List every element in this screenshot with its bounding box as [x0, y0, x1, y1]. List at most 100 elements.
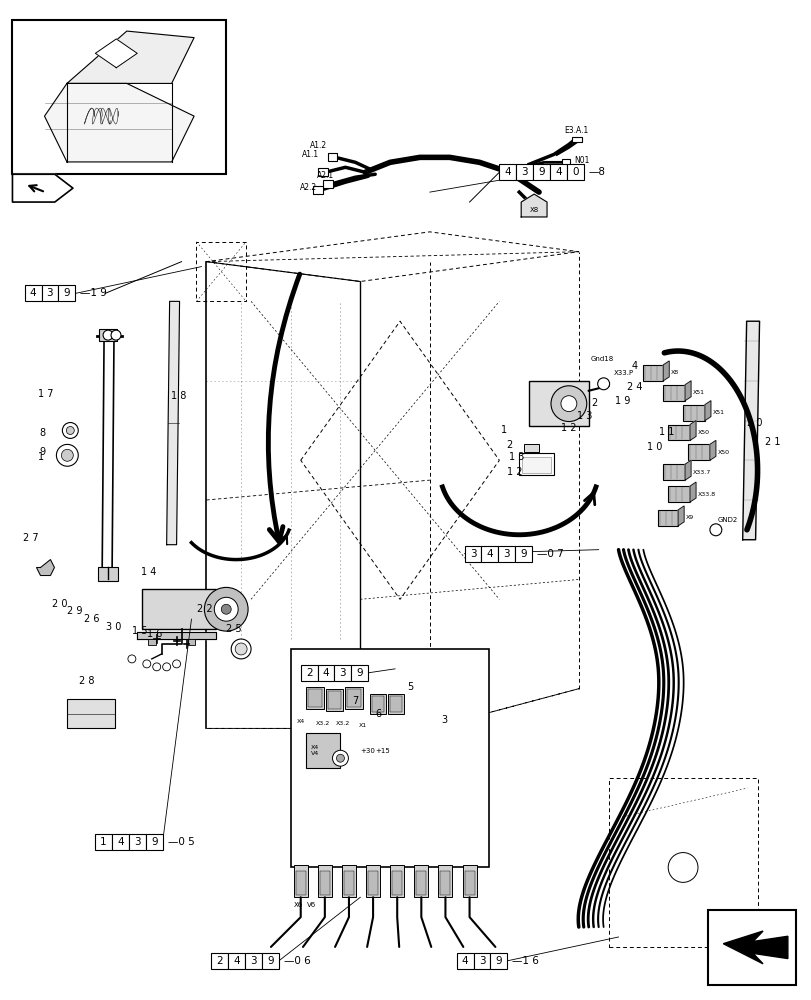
Bar: [481, 546, 498, 562]
Text: —0 7: —0 7: [536, 549, 563, 559]
Text: 9: 9: [151, 837, 157, 847]
Bar: [305, 687, 323, 709]
Polygon shape: [689, 482, 695, 502]
Text: 9: 9: [356, 668, 363, 678]
Text: 3: 3: [503, 549, 509, 559]
Bar: [317, 168, 327, 176]
Text: X3.2: X3.2: [315, 721, 329, 726]
Bar: [663, 464, 684, 480]
Circle shape: [56, 444, 78, 466]
Text: 5: 5: [406, 682, 413, 692]
Polygon shape: [663, 361, 668, 381]
Text: 2: 2: [591, 398, 597, 408]
Bar: [682, 405, 704, 421]
Bar: [67, 699, 115, 728]
Bar: [571, 137, 581, 142]
Polygon shape: [684, 460, 690, 480]
Polygon shape: [704, 401, 710, 421]
Bar: [12, 20, 226, 174]
Text: 2 9: 2 9: [67, 606, 82, 616]
Text: X50: X50: [697, 430, 709, 435]
Text: 1 0: 1 0: [646, 442, 661, 452]
Polygon shape: [166, 301, 179, 545]
Circle shape: [709, 524, 721, 536]
Text: 2 8: 2 8: [79, 676, 95, 686]
Bar: [392, 871, 401, 895]
Text: 1 6: 1 6: [147, 629, 162, 639]
Bar: [416, 871, 426, 895]
Bar: [533, 164, 549, 180]
Bar: [294, 865, 307, 897]
Bar: [367, 871, 378, 895]
Polygon shape: [521, 194, 547, 217]
Bar: [334, 665, 351, 681]
Text: 2 6: 2 6: [84, 614, 100, 624]
Text: X51: X51: [692, 390, 704, 395]
Text: 9: 9: [520, 549, 526, 559]
Bar: [148, 639, 156, 645]
Bar: [341, 865, 355, 897]
Polygon shape: [723, 931, 787, 964]
Bar: [663, 385, 684, 401]
Text: X51: X51: [712, 410, 724, 415]
Text: 1 5: 1 5: [132, 626, 148, 636]
Text: +15: +15: [375, 748, 389, 754]
Circle shape: [667, 853, 697, 882]
Text: Gnd18: Gnd18: [590, 356, 613, 362]
Bar: [566, 164, 583, 180]
Bar: [524, 444, 539, 452]
Bar: [549, 164, 566, 180]
Text: 2 5: 2 5: [226, 624, 242, 634]
Circle shape: [597, 378, 609, 390]
Text: —0 5: —0 5: [167, 837, 194, 847]
Polygon shape: [95, 39, 137, 68]
Circle shape: [214, 597, 238, 621]
Polygon shape: [12, 174, 73, 202]
Polygon shape: [689, 421, 695, 440]
Circle shape: [67, 427, 74, 434]
Text: 2 4: 2 4: [626, 382, 642, 392]
Text: X33.7: X33.7: [692, 470, 710, 475]
Text: A1.1: A1.1: [302, 150, 319, 159]
Bar: [390, 865, 404, 897]
Polygon shape: [36, 560, 54, 575]
Text: X3.2: X3.2: [335, 721, 350, 726]
Bar: [300, 665, 317, 681]
Bar: [24, 285, 41, 301]
Bar: [98, 567, 118, 581]
Bar: [129, 834, 146, 850]
Text: 2: 2: [505, 440, 512, 450]
Text: 1 7: 1 7: [37, 389, 54, 399]
Text: 4: 4: [461, 956, 468, 966]
Text: X4: X4: [296, 719, 305, 724]
Circle shape: [336, 754, 344, 762]
Bar: [371, 696, 384, 712]
Bar: [658, 510, 677, 526]
Bar: [327, 691, 341, 709]
Circle shape: [231, 639, 251, 659]
Polygon shape: [45, 83, 194, 162]
Bar: [389, 696, 401, 712]
Circle shape: [551, 386, 586, 422]
Text: 1: 1: [38, 452, 45, 462]
Bar: [462, 865, 476, 897]
Polygon shape: [684, 381, 690, 401]
Text: 4: 4: [117, 837, 123, 847]
Text: 1 3: 1 3: [577, 411, 592, 421]
Text: 2 2: 2 2: [196, 604, 212, 614]
Circle shape: [235, 643, 247, 655]
Bar: [366, 865, 380, 897]
Text: 4: 4: [504, 167, 510, 177]
Bar: [370, 694, 386, 714]
Text: N01: N01: [573, 156, 589, 165]
Text: 3: 3: [469, 549, 476, 559]
Text: 2 0: 2 0: [52, 599, 67, 609]
Bar: [146, 834, 162, 850]
Circle shape: [103, 330, 113, 340]
Text: 4: 4: [631, 361, 637, 371]
Bar: [58, 285, 75, 301]
Circle shape: [162, 663, 170, 671]
Bar: [142, 589, 216, 629]
Text: 3: 3: [441, 715, 447, 725]
Bar: [414, 865, 427, 897]
